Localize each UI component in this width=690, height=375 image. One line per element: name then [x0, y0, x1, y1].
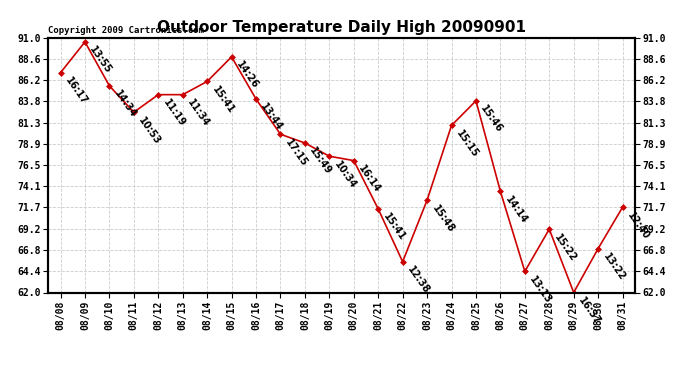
Text: 15:46: 15:46: [479, 104, 504, 135]
Text: 17:15: 17:15: [283, 137, 309, 168]
Text: 15:41: 15:41: [210, 84, 236, 116]
Text: 16:17: 16:17: [63, 75, 89, 106]
Title: Outdoor Temperature Daily High 20090901: Outdoor Temperature Daily High 20090901: [157, 20, 526, 35]
Text: Copyright 2009 Cartronics.com: Copyright 2009 Cartronics.com: [48, 26, 204, 35]
Text: 13:44: 13:44: [259, 102, 285, 133]
Text: 14:26: 14:26: [235, 60, 260, 91]
Text: 15:48: 15:48: [430, 203, 456, 234]
Text: 15:22: 15:22: [552, 232, 578, 263]
Text: 12:40: 12:40: [625, 210, 651, 241]
Text: 16:37: 16:37: [576, 295, 602, 326]
Text: 15:41: 15:41: [381, 212, 407, 243]
Text: 10:34: 10:34: [332, 159, 358, 190]
Text: 11:19: 11:19: [161, 98, 187, 129]
Text: 14:34: 14:34: [112, 88, 138, 120]
Text: 13:55: 13:55: [88, 45, 114, 76]
Text: 15:49: 15:49: [308, 146, 334, 177]
Text: 11:34: 11:34: [186, 98, 211, 129]
Text: 15:15: 15:15: [454, 128, 480, 159]
Text: 14:14: 14:14: [503, 194, 529, 225]
Text: 13:13: 13:13: [528, 274, 553, 305]
Text: 10:53: 10:53: [137, 115, 163, 146]
Text: 12:38: 12:38: [406, 264, 431, 296]
Text: 13:22: 13:22: [601, 251, 627, 282]
Text: 16:14: 16:14: [357, 164, 382, 195]
